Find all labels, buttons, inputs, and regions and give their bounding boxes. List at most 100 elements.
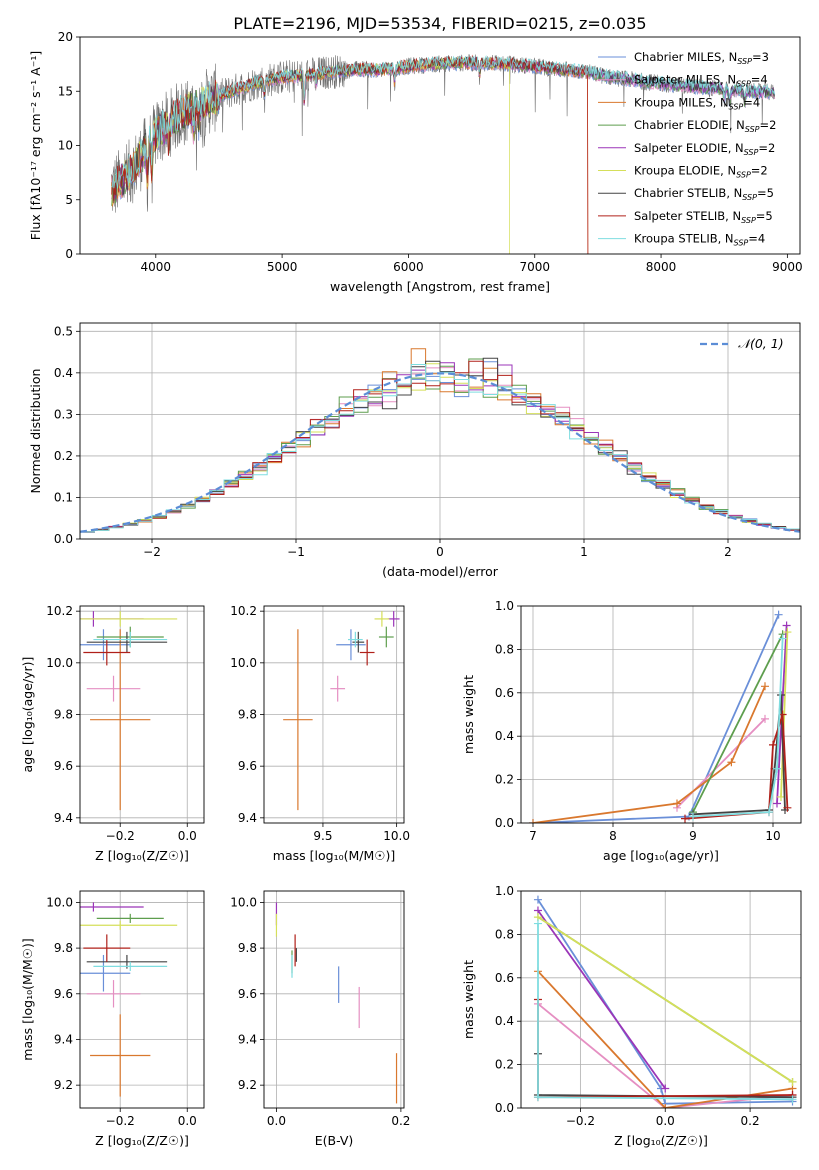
x-tick-label: 9000 bbox=[772, 260, 803, 274]
y-tick-label: 9.4 bbox=[238, 1032, 257, 1046]
errorbar-point bbox=[93, 961, 168, 971]
y-tick-label: 1.0 bbox=[495, 599, 514, 613]
weight-marker bbox=[773, 764, 781, 773]
figure-title: PLATE=2196, MJD=53534, FIBERID=0215, z=0… bbox=[233, 14, 646, 33]
x-tick-label: 0.0 bbox=[178, 1114, 197, 1128]
errorbar-point bbox=[283, 629, 313, 811]
y-tick-label: 0.2 bbox=[495, 1058, 514, 1072]
legend-label: Chabrier MILES, NSSP=3 bbox=[634, 50, 769, 66]
y-tick-label: 0.4 bbox=[495, 1014, 514, 1028]
x-axis-label: E(B-V) bbox=[315, 1133, 354, 1148]
errorbar-point bbox=[93, 631, 168, 648]
weight-line-4 bbox=[537, 909, 666, 1090]
errorbar-point bbox=[86, 631, 168, 653]
legend-label: Salpeter STELIB, NSSP=5 bbox=[634, 209, 773, 225]
weight-marker bbox=[727, 758, 736, 767]
axes-frame bbox=[79, 605, 205, 824]
axes-frame bbox=[79, 322, 801, 540]
errorbar-point bbox=[90, 629, 151, 811]
y-tick-label: 20 bbox=[58, 30, 73, 44]
weight-marker bbox=[761, 682, 769, 691]
x-tick-label: 0.0 bbox=[656, 1114, 675, 1128]
weight-marker bbox=[533, 895, 542, 904]
y-tick-label: 9.4 bbox=[238, 811, 257, 825]
errorbar-point bbox=[352, 631, 365, 653]
y-tick-label: 10.0 bbox=[46, 895, 73, 909]
x-tick-label: 0 bbox=[436, 545, 444, 559]
x-axis-label: Z [log₁₀(Z/Z☉)] bbox=[614, 1133, 708, 1148]
y-tick-label: 0.8 bbox=[495, 927, 514, 941]
plot-area-age_vs_mass bbox=[283, 611, 400, 811]
y-tick-label: 10.0 bbox=[230, 656, 257, 670]
plot-area-spectrum bbox=[111, 54, 776, 254]
legend-label: Kroupa STELIB, NSSP=4 bbox=[634, 232, 765, 248]
errorbar-point bbox=[86, 675, 141, 702]
weight-marker bbox=[661, 1104, 670, 1108]
y-tick-label: 5 bbox=[65, 193, 73, 207]
weight-marker bbox=[778, 634, 787, 643]
y-tick-label: 0.8 bbox=[495, 642, 514, 656]
weight-marker bbox=[783, 628, 792, 637]
x-tick-label: 7000 bbox=[519, 260, 550, 274]
y-axis-label: mass weight bbox=[461, 960, 476, 1039]
y-tick-label: 9.6 bbox=[238, 987, 257, 1001]
panel-spectrum: 4000 5000 6000 7000 8000 9000 0 5 10 15 20 waveleng… bbox=[28, 30, 803, 294]
plot-area-residuals bbox=[80, 348, 800, 539]
y-tick-label: 0 bbox=[65, 247, 73, 261]
panel-weight_vs_Z: −0.2 0.0 0.2 0.0 0.2 0.4 0.6 0.8 1.0 Z [log₁₀(Z/Z… bbox=[461, 884, 802, 1148]
weight-marker bbox=[661, 1084, 670, 1093]
y-axis-label: mass [log₁₀(M/M☉)] bbox=[20, 938, 35, 1060]
x-tick-label: 8000 bbox=[646, 260, 677, 274]
axes-frame bbox=[79, 36, 801, 255]
axes-frame bbox=[263, 890, 405, 1109]
weight-line-2 bbox=[532, 685, 766, 823]
weight-marker bbox=[783, 803, 792, 812]
weight-marker bbox=[765, 808, 773, 817]
weight-marker bbox=[782, 621, 791, 630]
y-tick-label: 10.2 bbox=[46, 604, 73, 618]
plot-area-age_vs_Z bbox=[80, 611, 178, 811]
x-axis-label: age [log₁₀(age/yr)] bbox=[603, 848, 719, 863]
x-axis-label: wavelength [Angstrom, rest frame] bbox=[330, 279, 550, 294]
y-tick-label: 10.0 bbox=[46, 656, 73, 670]
x-tick-label: −0.2 bbox=[106, 829, 135, 843]
y-axis-label: Flux [fλ10⁻¹⁷ erg cm⁻² s⁻¹ A⁻¹] bbox=[28, 51, 43, 240]
x-tick-label: −2 bbox=[143, 545, 161, 559]
y-tick-label: 9.8 bbox=[54, 708, 73, 722]
y-tick-label: 0.3 bbox=[54, 407, 73, 421]
y-tick-label: 10.0 bbox=[230, 895, 257, 909]
legend-label: Chabrier STELIB, NSSP=5 bbox=[634, 186, 774, 202]
errorbar-point bbox=[330, 675, 346, 702]
weight-marker bbox=[788, 1095, 797, 1104]
weight-line-3 bbox=[692, 633, 784, 813]
x-tick-label: 2 bbox=[724, 545, 732, 559]
errorbar-point bbox=[336, 629, 366, 661]
legend-label: Kroupa ELODIE, NSSP=2 bbox=[634, 164, 768, 180]
x-tick-label: 0.0 bbox=[267, 1114, 286, 1128]
legend-label: Salpeter ELODIE, NSSP=2 bbox=[634, 141, 775, 157]
residual-legend: 𝒩(0, 1) bbox=[700, 336, 784, 351]
errorbar-point bbox=[90, 1014, 151, 1097]
errorbar-point bbox=[83, 934, 131, 962]
errorbar-point bbox=[80, 954, 131, 992]
errorbar-point bbox=[387, 611, 400, 627]
errorbar-point bbox=[80, 920, 178, 930]
y-tick-label: 15 bbox=[58, 84, 73, 98]
weight-marker bbox=[689, 812, 697, 821]
x-tick-label: 10 bbox=[765, 829, 780, 843]
errorbar-point bbox=[359, 639, 375, 666]
axes-frame bbox=[520, 605, 802, 824]
y-axis-label: age [log₁₀(age/yr)] bbox=[20, 657, 35, 773]
model-spectrum-2 bbox=[111, 57, 589, 254]
x-tick-label: −1 bbox=[287, 545, 305, 559]
spectrum-legend: Chabrier MILES, NSSP=3 Salpeter MILES, NS… bbox=[598, 50, 776, 248]
x-axis-label: mass [log₁₀(M/M☉)] bbox=[273, 848, 395, 863]
panel-residuals: −2 −1 0 1 2 0.0 0.1 0.2 0.3 0.4 0.5 (data-model)/er… bbox=[28, 322, 801, 579]
x-tick-label: 8 bbox=[609, 829, 617, 843]
legend-label: Salpeter MILES, NSSP=4 bbox=[634, 73, 768, 89]
y-tick-label: 10.2 bbox=[230, 604, 257, 618]
y-tick-label: 0.4 bbox=[495, 729, 514, 743]
axes-frame bbox=[263, 605, 405, 824]
weight-marker bbox=[533, 1093, 542, 1102]
